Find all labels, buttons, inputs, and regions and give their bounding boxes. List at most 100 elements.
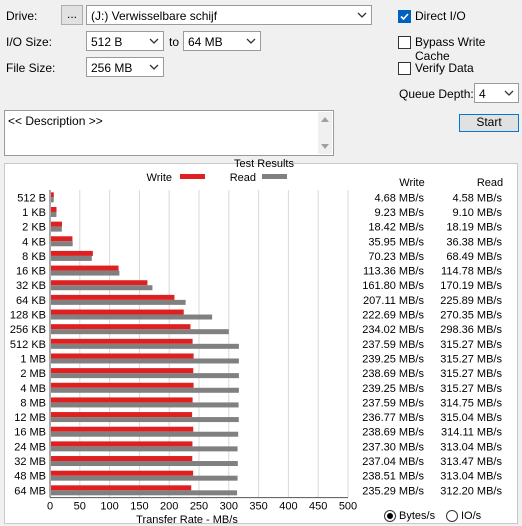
x-tick-label: 350 <box>249 501 267 513</box>
write-rate-value: 222.69 MB/s <box>362 310 424 322</box>
x-tick-label: 50 <box>74 501 86 513</box>
drive-value: (J:) Verwisselbare schijf <box>91 9 218 23</box>
read-bar <box>51 417 239 423</box>
y-tick-label: 4 KB <box>22 236 46 248</box>
y-tick-label: 128 KB <box>10 310 46 322</box>
write-bar <box>51 426 194 432</box>
read-rate-value: 114.78 MB/s <box>441 266 502 278</box>
y-tick-label: 8 KB <box>22 251 46 263</box>
read-rate-value: 315.04 MB/s <box>440 412 502 424</box>
legend-read-label: Read <box>230 172 256 184</box>
chevron-down-icon <box>357 12 367 18</box>
chevron-down-icon <box>149 64 159 70</box>
write-rate-value: 9.23 MB/s <box>374 207 424 219</box>
read-rate-value: 314.11 MB/s <box>441 427 502 439</box>
write-rate-value: 70.23 MB/s <box>368 251 424 263</box>
write-bar <box>51 192 54 198</box>
write-bar <box>51 485 192 491</box>
read-bar <box>51 241 73 247</box>
read-bar <box>51 343 239 349</box>
y-tick-label: 512 KB <box>10 339 46 351</box>
io-size-from-select[interactable]: 512 B <box>86 31 164 51</box>
direct-io-checkbox[interactable] <box>398 10 411 23</box>
x-axis-label: Transfer Rate - MB/s <box>136 514 238 526</box>
io-size-from-value: 512 B <box>91 35 123 49</box>
write-rate-value: 238.69 MB/s <box>362 427 424 439</box>
read-bar <box>51 490 238 496</box>
write-rate-value: 113.36 MB/s <box>363 266 424 278</box>
read-rate-value: 68.49 MB/s <box>446 251 502 263</box>
y-tick-label: 48 MB <box>14 471 46 483</box>
bypass-write-cache-checkbox[interactable] <box>398 36 411 49</box>
read-rate-value: 313.04 MB/s <box>440 441 502 453</box>
write-rate-value: 235.29 MB/s <box>362 485 424 497</box>
read-column-header: Read <box>477 177 503 189</box>
browse-button[interactable]: ... <box>61 5 83 25</box>
write-rate-value: 239.25 MB/s <box>362 383 424 395</box>
write-rate-value: 35.95 MB/s <box>368 236 424 248</box>
chevron-down-icon <box>149 38 159 44</box>
write-rate-value: 161.80 MB/s <box>362 280 424 292</box>
read-rate-value: 314.75 MB/s <box>440 397 502 409</box>
queue-depth-value: 4 <box>479 87 486 101</box>
write-bar <box>51 221 62 227</box>
y-tick-label: 64 MB <box>14 485 46 497</box>
scroll-down-icon[interactable] <box>321 144 329 150</box>
verify-data-checkbox[interactable] <box>398 62 411 75</box>
write-rate-value: 239.25 MB/s <box>362 353 424 365</box>
y-tick-label: 12 MB <box>14 412 46 424</box>
file-size-label: File Size: <box>6 61 56 75</box>
y-tick-label: 2 KB <box>22 222 46 234</box>
read-bar <box>51 358 239 364</box>
y-tick-label: 8 MB <box>20 397 46 409</box>
chevron-down-icon <box>504 90 514 96</box>
y-tick-label: 256 KB <box>10 324 46 336</box>
read-bar <box>51 314 213 320</box>
scroll-up-icon[interactable] <box>321 116 329 122</box>
io-per-sec-radio[interactable] <box>446 510 458 522</box>
read-rate-value: 270.35 MB/s <box>440 310 502 322</box>
read-rate-value: 9.10 MB/s <box>452 207 502 219</box>
y-tick-label: 24 MB <box>14 441 46 453</box>
file-size-select[interactable]: 256 MB <box>86 57 164 77</box>
start-button[interactable]: Start <box>459 114 519 132</box>
read-rate-value: 36.38 MB/s <box>446 236 502 248</box>
read-bar <box>51 373 239 379</box>
write-bar <box>51 324 191 330</box>
description-textarea[interactable]: << Description >> <box>4 110 334 156</box>
y-tick-label: 32 KB <box>16 280 46 292</box>
x-tick-label: 400 <box>279 501 297 513</box>
queue-depth-select[interactable]: 4 <box>474 83 519 103</box>
io-size-label: I/O Size: <box>6 35 53 49</box>
legend-write-swatch <box>180 174 205 179</box>
read-rate-value: 313.04 MB/s <box>440 471 502 483</box>
io-size-to-select[interactable]: 64 MB <box>183 31 261 51</box>
read-bar <box>51 431 239 437</box>
write-bar <box>51 309 184 315</box>
write-bar <box>51 456 193 462</box>
read-bar <box>51 461 238 467</box>
write-bar <box>51 412 193 418</box>
bytes-per-sec-label: Bytes/s <box>399 510 436 522</box>
read-rate-value: 315.27 MB/s <box>440 368 502 380</box>
write-bar <box>51 470 194 476</box>
write-rate-value: 237.59 MB/s <box>362 339 424 351</box>
io-size-to-label: to <box>169 35 180 49</box>
legend-write-label: Write <box>147 172 172 184</box>
verify-data-label: Verify Data <box>415 61 474 75</box>
read-bar <box>51 197 54 203</box>
write-bar <box>51 250 93 256</box>
read-rate-value: 4.58 MB/s <box>452 192 502 204</box>
description-scrollbar[interactable] <box>318 112 332 154</box>
checkmark-icon <box>400 13 409 21</box>
read-bar <box>51 270 120 276</box>
io-per-sec-label: IO/s <box>461 510 482 522</box>
chevron-down-icon <box>246 38 256 44</box>
bypass-write-cache-label: Bypass Write Cache <box>415 35 486 63</box>
drive-select[interactable]: (J:) Verwisselbare schijf <box>86 5 372 25</box>
write-rate-value: 236.77 MB/s <box>362 412 424 424</box>
y-tick-label: 64 KB <box>16 295 46 307</box>
bytes-per-sec-radio[interactable] <box>384 510 396 522</box>
write-bar <box>51 294 175 300</box>
